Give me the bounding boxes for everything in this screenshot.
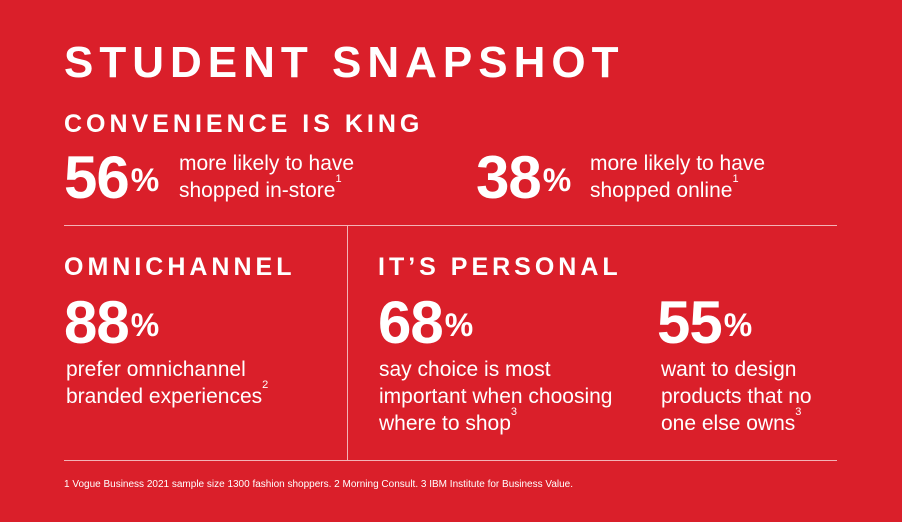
- section-heading-convenience: CONVENIENCE IS KING: [64, 110, 424, 138]
- section-heading-personal: IT’S PERSONAL: [378, 253, 622, 281]
- stat-desc-online: more likely to have shopped online1: [590, 152, 766, 202]
- stat-value-in-store: 56%: [64, 144, 160, 211]
- stat-desc-in-store: more likely to have shopped in-store1: [179, 152, 355, 202]
- stat-desc-choice: say choice is most important when choosi…: [379, 358, 613, 435]
- stat-desc-omnichannel: prefer omnichannel branded experiences2: [66, 358, 269, 408]
- divider-top: [64, 225, 837, 226]
- stat-value-online: 38%: [476, 144, 572, 211]
- stat-desc-design: want to design products that no one else…: [661, 358, 812, 435]
- divider-bottom: [64, 460, 837, 461]
- stat-value-design: 55%: [657, 289, 753, 356]
- divider-vertical: [347, 225, 348, 461]
- page-title: STUDENT SNAPSHOT: [64, 38, 625, 87]
- section-heading-omnichannel: OMNICHANNEL: [64, 253, 296, 281]
- stat-value-omnichannel: 88%: [64, 289, 160, 356]
- footnote: 1 Vogue Business 2021 sample size 1300 f…: [64, 479, 573, 490]
- stat-value-choice: 68%: [378, 289, 474, 356]
